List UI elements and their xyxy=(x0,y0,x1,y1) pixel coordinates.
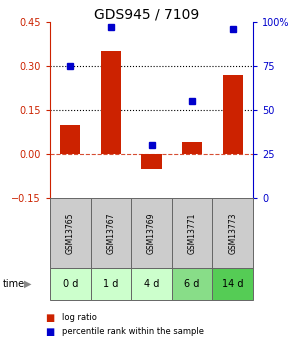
Bar xyxy=(172,198,212,268)
Bar xyxy=(141,154,162,169)
Bar xyxy=(101,51,121,154)
Text: 14 d: 14 d xyxy=(222,279,243,289)
Bar xyxy=(212,198,253,268)
Text: GSM13765: GSM13765 xyxy=(66,212,75,254)
Bar xyxy=(223,75,243,154)
Text: GDS945 / 7109: GDS945 / 7109 xyxy=(94,8,199,22)
Text: GSM13767: GSM13767 xyxy=(106,212,115,254)
Bar xyxy=(60,125,81,154)
Text: 4 d: 4 d xyxy=(144,279,159,289)
Bar xyxy=(91,268,131,300)
Text: ▶: ▶ xyxy=(24,279,32,289)
Text: log ratio: log ratio xyxy=(62,314,96,323)
Bar xyxy=(50,198,91,268)
Bar xyxy=(131,268,172,300)
Text: ■: ■ xyxy=(45,313,55,323)
Text: 0 d: 0 d xyxy=(63,279,78,289)
Bar xyxy=(50,268,91,300)
Text: time: time xyxy=(3,279,25,289)
Text: 6 d: 6 d xyxy=(184,279,200,289)
Text: GSM13773: GSM13773 xyxy=(228,212,237,254)
Bar xyxy=(172,268,212,300)
Bar xyxy=(91,198,131,268)
Text: percentile rank within the sample: percentile rank within the sample xyxy=(62,327,204,336)
Bar xyxy=(182,142,202,154)
Text: ■: ■ xyxy=(45,327,55,337)
Text: GSM13771: GSM13771 xyxy=(188,212,197,254)
Text: 1 d: 1 d xyxy=(103,279,119,289)
Bar xyxy=(131,198,172,268)
Text: GSM13769: GSM13769 xyxy=(147,212,156,254)
Bar xyxy=(212,268,253,300)
